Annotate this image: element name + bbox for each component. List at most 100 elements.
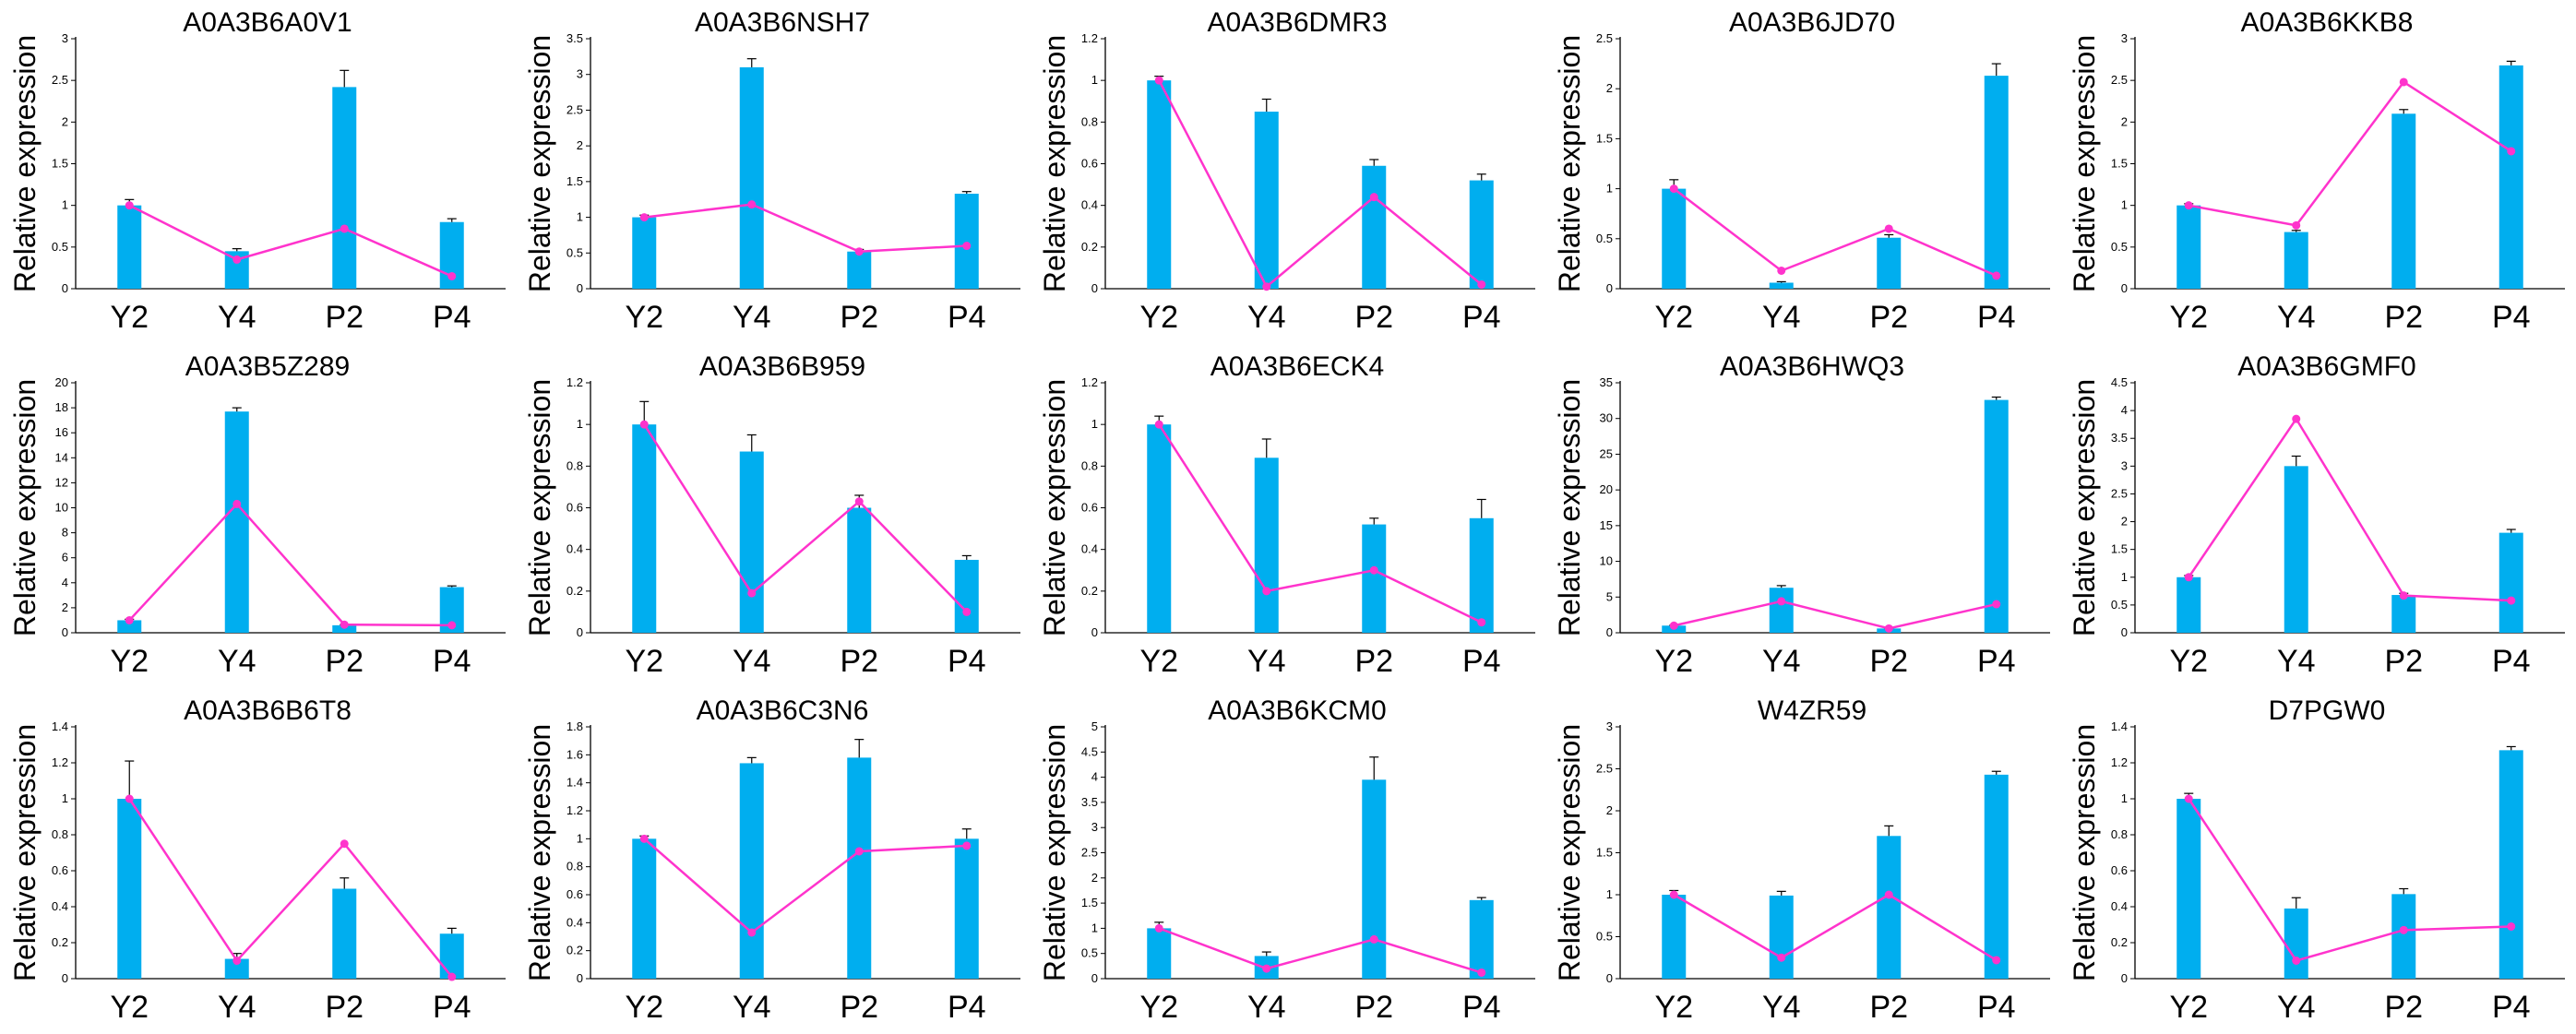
y-tick-label: 0.5 (52, 240, 68, 254)
bar (117, 799, 142, 979)
y-tick-label: 0.6 (1081, 157, 1098, 171)
bar (1769, 588, 1794, 633)
line-point (2399, 591, 2408, 600)
bar (1769, 282, 1794, 289)
chart-panel: A0A3B6KKB8 Relative expression 0 0.5 1 1.5 2 2.… (2059, 0, 2574, 344)
line-point (1369, 934, 1378, 944)
y-tick-label: 0.8 (566, 458, 583, 472)
y-tick-label: 0.6 (2111, 863, 2128, 877)
y-tick-label: 1 (1606, 182, 1613, 196)
x-tick-label: Y2 (1654, 300, 1693, 335)
y-tick-label: 0 (1091, 625, 1098, 639)
chart-panel: A0A3B6NSH7 Relative expression 0 0.5 1 1.5 2 2.… (515, 0, 1030, 344)
line-point (2292, 957, 2301, 965)
line-point (854, 247, 864, 256)
bar (2391, 894, 2416, 979)
x-tick-label: Y2 (625, 644, 663, 679)
y-tick-label: 6 (62, 551, 68, 565)
bar (632, 217, 657, 289)
y-tick-label: 1.5 (52, 157, 68, 171)
chart-svg: W4ZR59 Relative expression 0 0.5 1 1.5 2 2.5 3 Y2… (1553, 695, 2050, 1025)
series-line (1158, 927, 1483, 974)
y-tick-label: 8 (62, 526, 68, 540)
y-tick-label: 4 (2121, 403, 2128, 417)
line-point (2292, 414, 2301, 423)
y-tick-label: 1 (2121, 791, 2128, 805)
chart-svg: A0A3B6C3N6 Relative expression 0 0.2 0.4 0.6 0… (523, 695, 1020, 1025)
line-point (1884, 224, 1893, 233)
x-tick-label: Y2 (110, 990, 149, 1025)
y-tick-label: 0 (2121, 971, 2128, 985)
chart-panel: W4ZR59 Relative expression 0 0.5 1 1.5 2 2.5 3 Y2… (1544, 688, 2059, 1034)
x-tick-label: Y2 (2169, 644, 2208, 679)
y-tick-label: 0.6 (1081, 501, 1098, 515)
bar (2176, 576, 2201, 633)
x-tick-label: P4 (1462, 644, 1501, 679)
line-point (1262, 282, 1271, 291)
x-tick-label: Y4 (1762, 990, 1801, 1025)
bar (1469, 180, 1494, 289)
y-tick-label: 2.5 (1596, 762, 1613, 776)
y-tick-label: 2 (1606, 81, 1613, 95)
line-point (1154, 420, 1163, 429)
y-tick-label: 3 (2121, 458, 2128, 472)
y-tick-label: 1 (2121, 570, 2128, 584)
y-tick-label: 10 (55, 501, 68, 515)
y-tick-label: 5 (1091, 719, 1098, 733)
y-tick-label: 0.2 (1081, 240, 1098, 254)
y-tick-label: 0.4 (2111, 899, 2128, 913)
y-axis-label: Relative expression (523, 724, 556, 981)
x-tick-label: Y4 (218, 300, 256, 335)
x-tick-label: P2 (2384, 300, 2423, 335)
y-tick-label: 18 (55, 400, 68, 414)
y-tick-label: 4 (62, 576, 68, 589)
y-tick-label: 10 (1600, 554, 1613, 568)
y-tick-label: 1.2 (1081, 375, 1098, 389)
line-point (125, 615, 134, 624)
bar (1469, 899, 1494, 979)
y-tick-label: 1.4 (2111, 719, 2128, 733)
x-tick-label: Y4 (1762, 644, 1801, 679)
chart-title: A0A3B6DMR3 (1207, 7, 1387, 38)
chart-panel: A0A3B6DMR3 Relative expression 0 0.2 0.4 0.6 0… (1030, 0, 1544, 344)
bar (1147, 928, 1172, 979)
line-point (1669, 890, 1678, 899)
x-tick-label: P4 (1462, 300, 1501, 335)
chart-title: A0A3B6ECK4 (1210, 351, 1384, 382)
y-axis-label: Relative expression (1038, 35, 1071, 292)
y-tick-label: 2.5 (1081, 846, 1098, 860)
x-tick-label: P4 (2492, 990, 2531, 1025)
chart-panel: A0A3B6B6T8 Relative expression 0 0.2 0.4 0.6 0… (0, 688, 515, 1034)
series-line (643, 423, 968, 613)
chart-svg: A0A3B6ECK4 Relative expression 0 0.2 0.4 0.6 0… (1038, 351, 1535, 679)
y-tick-label: 3 (1091, 820, 1098, 834)
bar (2176, 799, 2201, 979)
y-axis-label: Relative expression (2068, 35, 2101, 292)
x-tick-label: P2 (325, 644, 364, 679)
y-axis-label: Relative expression (1038, 379, 1071, 636)
y-tick-label: 2 (62, 114, 68, 128)
line-point (2399, 925, 2408, 934)
y-axis-label: Relative expression (1553, 724, 1586, 981)
line-point (125, 201, 134, 210)
y-tick-label: 0.4 (52, 899, 68, 913)
bar (1254, 112, 1279, 290)
y-tick-label: 0.5 (1596, 930, 1613, 944)
x-tick-label: Y2 (1654, 990, 1693, 1025)
bar (1147, 80, 1172, 290)
line-point (1669, 621, 1678, 630)
line-point (2184, 794, 2193, 803)
y-tick-label: 1 (2121, 198, 2128, 212)
line-point (639, 213, 649, 222)
chart-svg: A0A3B6HWQ3 Relative expression 0 5 10 15 20 25 3… (1553, 351, 2050, 679)
x-tick-label: Y4 (218, 644, 256, 679)
y-axis-label: Relative expression (1553, 35, 1586, 292)
bar (954, 559, 979, 633)
y-axis-label: Relative expression (8, 379, 42, 636)
y-tick-label: 0 (1091, 971, 1098, 985)
x-tick-label: Y4 (1762, 300, 1801, 335)
y-tick-label: 0 (62, 281, 68, 295)
y-tick-label: 2 (577, 138, 583, 152)
series-line (1158, 79, 1483, 289)
bar (1662, 895, 1687, 979)
